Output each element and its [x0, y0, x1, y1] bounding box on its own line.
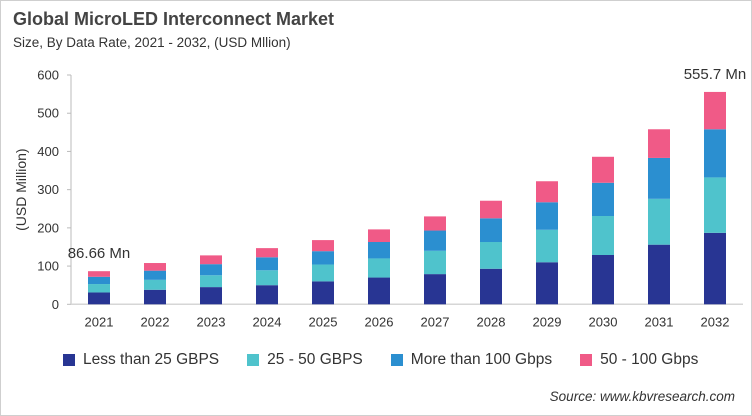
bar-segment — [648, 244, 670, 305]
x-tick-label: 2025 — [309, 314, 338, 329]
legend-item: 50 - 100 Gbps — [580, 351, 698, 369]
y-tick-label: 200 — [37, 220, 59, 235]
bar-segment — [256, 270, 278, 286]
x-tick-label: 2032 — [701, 314, 730, 329]
bar-segment — [88, 292, 110, 305]
x-tick-label: 2030 — [589, 314, 618, 329]
bar-segment — [368, 229, 390, 243]
x-tick-label: 2029 — [533, 314, 562, 329]
legend-label: More than 100 Gbps — [410, 351, 553, 368]
legend-swatch — [247, 354, 260, 366]
bar-segment — [704, 177, 726, 233]
bar-segment — [256, 285, 278, 305]
y-tick-label: 0 — [52, 297, 59, 312]
bar-segment — [424, 216, 446, 231]
bar-segment — [200, 264, 222, 276]
bar-segment — [144, 263, 166, 271]
data-label: 555.7 Mn — [684, 66, 747, 83]
bar-segment — [256, 257, 278, 271]
bar-segment — [592, 255, 614, 305]
y-tick-label: 600 — [37, 68, 59, 83]
bar-segment — [536, 181, 558, 203]
legend: Less than 25 GBPS 25 - 50 GBPS More than 1… — [63, 351, 698, 369]
bar-segment — [480, 218, 502, 243]
bar-segment — [480, 268, 502, 305]
bar-segment — [368, 242, 390, 259]
legend-swatch — [390, 354, 403, 366]
y-tick-label: 400 — [37, 144, 59, 159]
bar-segment — [480, 200, 502, 219]
bar-segment — [256, 248, 278, 258]
y-tick-label: 500 — [37, 106, 59, 121]
bar-segment — [200, 287, 222, 305]
bar-segment — [424, 274, 446, 305]
y-tick-label: 100 — [37, 259, 59, 274]
bar-segment — [368, 258, 390, 278]
bar-segment — [144, 289, 166, 305]
x-tick-label: 2024 — [253, 314, 282, 329]
bar-segment — [368, 277, 390, 305]
bar-segment — [648, 198, 670, 245]
bar-segment — [144, 279, 166, 290]
legend-label: 25 - 50 GBPS — [267, 351, 363, 368]
bar-segment — [536, 262, 558, 305]
bar-segment — [424, 230, 446, 251]
bar-segment — [424, 250, 446, 275]
x-tick-label: 2022 — [141, 314, 170, 329]
legend-item: More than 100 Gbps — [390, 351, 553, 369]
y-axis-title: (USD Million) — [13, 148, 29, 230]
bar-segment — [200, 255, 222, 265]
x-tick-label: 2021 — [85, 314, 114, 329]
bar-segment — [536, 229, 558, 263]
bar-segment — [312, 281, 334, 305]
x-tick-label: 2023 — [197, 314, 226, 329]
y-tick-label: 300 — [37, 182, 59, 197]
bar-segment — [648, 129, 670, 158]
legend-item: 25 - 50 GBPS — [247, 351, 363, 369]
bar-segment — [704, 91, 726, 130]
bar-segment — [312, 251, 334, 265]
legend-swatch — [580, 354, 593, 366]
x-tick-label: 2026 — [365, 314, 394, 329]
legend-label: 50 - 100 Gbps — [600, 351, 699, 368]
bar-segment — [704, 232, 726, 305]
bar-segment — [648, 157, 670, 199]
bar-segment — [312, 264, 334, 282]
bar-segment — [88, 284, 110, 293]
bar-segment — [592, 182, 614, 217]
bar-segment — [592, 156, 614, 183]
bar-segment — [536, 202, 558, 230]
bar-segment — [480, 242, 502, 269]
bar-segment — [200, 275, 222, 288]
bar-segment — [88, 271, 110, 277]
bar-segment — [312, 240, 334, 252]
chart-subtitle: Size, By Data Rate, 2021 - 2032, (USD Ml… — [13, 35, 291, 50]
bar-segment — [704, 129, 726, 178]
data-label: 86.66 Mn — [68, 245, 131, 262]
bar-segment — [144, 270, 166, 280]
x-tick-label: 2027 — [421, 314, 450, 329]
chart-title: Global MicroLED Interconnect Market — [13, 9, 335, 29]
x-tick-label: 2031 — [645, 314, 674, 329]
legend-item: Less than 25 GBPS — [63, 351, 219, 369]
x-tick-label: 2028 — [477, 314, 506, 329]
legend-label: Less than 25 GBPS — [83, 351, 220, 368]
source-note: Source: www.kbvresearch.com — [549, 389, 735, 404]
bar-segment — [592, 216, 614, 256]
legend-swatch — [63, 354, 75, 366]
bar-segment — [88, 276, 110, 285]
